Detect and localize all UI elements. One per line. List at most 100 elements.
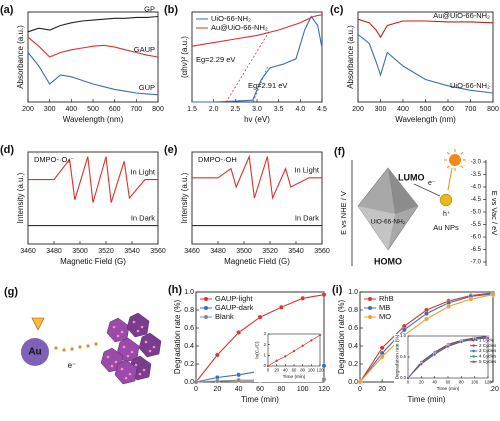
legend-label: 5 Cycles — [479, 359, 497, 364]
electron-dot — [86, 344, 90, 348]
series-line — [192, 154, 322, 201]
data-point — [275, 359, 279, 363]
series-label: GUP — [139, 83, 155, 92]
x-tick-label: 3460 — [184, 248, 200, 255]
panel-label: (e) — [164, 144, 178, 156]
x-tick-label: 3.0 — [252, 106, 262, 113]
series-line — [28, 156, 158, 203]
x-tick-label: 80 — [277, 386, 285, 393]
x-tick-label: 800 — [487, 106, 499, 113]
x-tick-label: 3560 — [314, 248, 330, 255]
electron-dot — [62, 348, 66, 352]
y-axis-label: Degradation rate (%) — [394, 334, 400, 379]
x-axis-label: Magnetic Field (G) — [60, 257, 126, 266]
y-axis-label: ln(C₀/C) — [254, 341, 260, 359]
y-tick-label: 0.6 — [348, 325, 358, 332]
series-label: Au@UiO-66-NH₂ — [433, 11, 490, 20]
series-label: In Dark — [131, 214, 155, 223]
y-tick-label: 1.0 — [184, 289, 194, 296]
octahedron-face — [358, 206, 395, 250]
x-axis-label: Time (min) — [437, 386, 460, 392]
x-tick-label: 3480 — [210, 248, 226, 255]
panel-label: (d) — [0, 144, 14, 156]
x-tick-label: 3.5 — [274, 106, 284, 113]
crystal-atom — [122, 345, 126, 349]
data-point — [446, 304, 452, 309]
left-axis-label: E vs NHE / V — [339, 191, 348, 235]
data-point — [309, 338, 313, 342]
legend-marker — [472, 360, 475, 363]
x-tick-label: 120 — [317, 367, 325, 372]
x-tick-label: 3460 — [20, 248, 36, 255]
y-axis-label: Intensity (a.u.) — [16, 172, 25, 223]
annotation: DMPO-·O₂⁻ — [34, 155, 74, 164]
crystal-atom — [132, 320, 136, 324]
electron-label: e⁻ — [428, 180, 436, 187]
x-tick-label: 0 — [407, 379, 410, 384]
x-tick-label: 200 — [22, 106, 34, 113]
legend-label: 4 Cycles — [479, 354, 497, 359]
x-axis-label: Wavelength (nm) — [63, 115, 124, 124]
x-tick-label: 300 — [44, 106, 56, 113]
inset-background — [394, 334, 490, 394]
legend-label: 3 Cycles — [479, 348, 497, 353]
y-tick-label: 0.2 — [184, 361, 194, 368]
x-tick-label: 3500 — [72, 248, 88, 255]
plot-frame — [27, 151, 159, 245]
x-tick-label: 60 — [292, 367, 297, 372]
crystal-atom — [124, 376, 128, 380]
series-line — [27, 36, 159, 58]
crystal-atom — [126, 354, 130, 358]
hole-label: h⁺ — [443, 211, 451, 218]
x-tick-label: 500 — [420, 106, 432, 113]
data-point — [278, 304, 284, 310]
crystal-atom — [116, 334, 120, 338]
series-label: UiO-66-NH₂ — [450, 81, 490, 90]
series-label: GP — [144, 4, 155, 13]
crystal-atom — [128, 372, 132, 376]
annotation: Eg=2.91 eV — [248, 81, 287, 90]
series-line — [27, 15, 159, 33]
legend-label: MO — [379, 312, 391, 321]
x-tick-label: 800 — [152, 106, 164, 113]
x-tick-label: 100 — [308, 367, 316, 372]
y-tick-label: 0.0 — [400, 375, 406, 380]
x-tick-label: 120 — [487, 386, 499, 393]
legend-marker — [368, 297, 372, 301]
octahedron-face — [388, 168, 418, 214]
right-axis-label: E vs Vac / eV — [490, 191, 499, 235]
x-tick-label: 0 — [267, 367, 270, 372]
x-tick-label: 3500 — [236, 248, 252, 255]
crystal-atom — [136, 329, 140, 333]
x-tick-label: 0 — [358, 386, 362, 393]
x-tick-label: 20 — [213, 386, 221, 393]
x-tick-label: 80 — [300, 367, 305, 372]
x-tick-label: 3540 — [124, 248, 140, 255]
x-tick-label: 600 — [109, 106, 121, 113]
x-tick-label: 2.5 — [230, 106, 240, 113]
right-tick-label: -3.0 — [471, 160, 482, 166]
x-tick-label: 20 — [378, 386, 386, 393]
lumo-label: LUMO — [398, 172, 425, 182]
x-axis-label: Time (min) — [408, 395, 446, 404]
x-tick-label: 500 — [87, 106, 99, 113]
x-axis-label: Wavelength (nm) — [395, 115, 456, 124]
x-tick-label: 400 — [397, 106, 409, 113]
y-tick-label: 1 — [264, 352, 267, 357]
x-axis-label: Time (min) — [283, 374, 306, 380]
electron-dot — [78, 345, 82, 349]
panel-label: (h) — [168, 284, 182, 296]
y-axis-label: Intensity (a.u.) — [180, 172, 189, 223]
data-point — [236, 377, 242, 383]
x-axis-label: hv (eV) — [244, 115, 270, 124]
data-point — [379, 354, 385, 360]
light-arrow — [447, 167, 453, 191]
series-label: In Dark — [295, 214, 319, 223]
x-tick-label: 600 — [442, 106, 454, 113]
sun — [449, 154, 461, 166]
legend-label: RhB — [379, 294, 394, 303]
y-tick-label: 3 — [264, 331, 267, 336]
crystal-atom — [140, 325, 144, 329]
data-point — [283, 354, 287, 358]
crystal-atom — [120, 330, 124, 334]
